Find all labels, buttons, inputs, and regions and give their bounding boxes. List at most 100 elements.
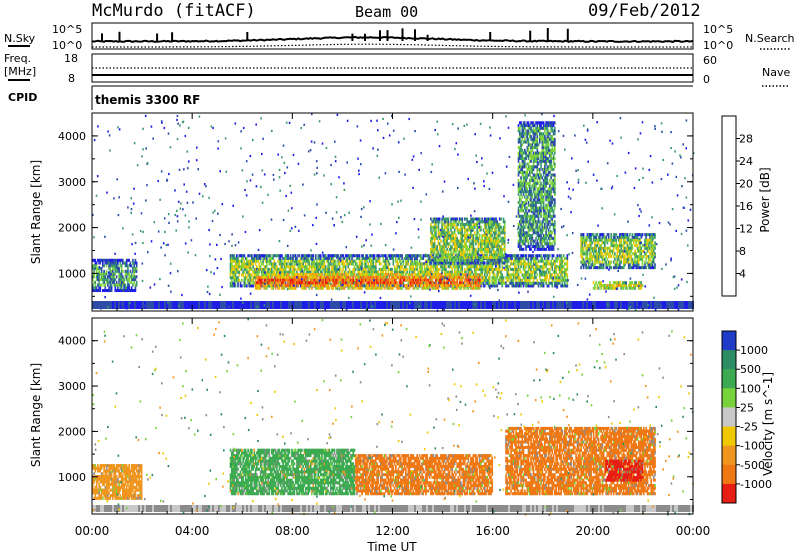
power-cell: [507, 270, 510, 274]
power-cell: [276, 270, 278, 274]
power-cell: [497, 239, 500, 243]
power-cell: [257, 278, 259, 282]
power-cell: [517, 284, 520, 288]
power-cell: [503, 234, 506, 238]
power-cell: [264, 284, 267, 288]
power-cell: [551, 254, 554, 258]
power-cell: [318, 259, 321, 263]
power-cell: [486, 236, 489, 240]
power-cell: [473, 225, 476, 229]
power-cell: [95, 286, 98, 290]
power-cell: [306, 259, 308, 263]
power-cell: [127, 267, 129, 271]
power-cell: [516, 301, 518, 309]
power-cell: [451, 231, 453, 235]
power-cell: [352, 259, 355, 263]
power-cell: [229, 284, 232, 288]
power-cell: [520, 245, 522, 249]
power-cell: [231, 270, 233, 274]
power-cell: [236, 267, 238, 271]
power-cell: [475, 265, 477, 269]
power-cell: [343, 278, 346, 282]
power-cell: [258, 278, 261, 282]
power-cell: [258, 262, 261, 266]
power-cell: [534, 256, 536, 260]
power-cell: [654, 301, 656, 309]
power-cell: [246, 276, 248, 280]
power-cell: [438, 231, 441, 235]
power-cell: [348, 256, 351, 260]
power-cell: [435, 231, 437, 235]
power-cell: [263, 281, 266, 285]
power-cell: [357, 276, 360, 280]
power-cell: [443, 286, 446, 290]
power-cell: [549, 254, 551, 258]
power-cell: [288, 301, 290, 309]
power-cell: [286, 273, 288, 277]
power-cell: [466, 267, 469, 271]
power-cell: [503, 247, 506, 251]
power-cell: [244, 301, 246, 309]
power-cell: [536, 301, 538, 309]
power-cell: [522, 256, 525, 260]
power-cell: [229, 273, 232, 277]
power-cell: [559, 259, 561, 263]
power-cell: [537, 267, 540, 271]
power-cell: [468, 270, 471, 274]
power-cell: [338, 275, 341, 279]
power-cell: [294, 259, 297, 263]
power-cell: [584, 301, 586, 309]
power-cell: [473, 273, 476, 277]
power-cell: [104, 258, 107, 262]
power-cell: [329, 256, 332, 260]
power-cell: [488, 273, 491, 277]
power-cell: [333, 267, 336, 271]
power-cell: [274, 286, 277, 290]
power-cell: [112, 261, 114, 265]
power-cell: [433, 228, 436, 232]
power-cell: [239, 265, 242, 269]
power-cell: [417, 270, 420, 274]
power-cell: [233, 278, 236, 282]
power-cell: [492, 250, 495, 254]
power-cell: [529, 284, 531, 288]
power-cell: [462, 245, 465, 249]
power-cell: [463, 259, 466, 263]
power-cell: [475, 234, 477, 238]
power-cell: [466, 276, 469, 280]
power-cell: [214, 301, 216, 309]
power-cell: [502, 281, 505, 285]
power-cell: [454, 301, 456, 309]
power-cell: [357, 273, 360, 277]
power-cell: [519, 239, 521, 243]
power-cell: [324, 276, 327, 280]
power-cell: [498, 245, 501, 249]
power-cell: [334, 262, 337, 266]
power-cell: [117, 261, 119, 265]
power-cell: [524, 225, 526, 229]
power-cell: [383, 281, 386, 285]
power-cell: [443, 284, 446, 288]
power-cell: [451, 234, 453, 238]
power-cell: [108, 289, 110, 293]
power-cell: [382, 254, 385, 258]
power-cell: [413, 259, 416, 263]
power-cell: [447, 220, 450, 224]
power-cell: [336, 267, 338, 271]
power-cell: [124, 283, 127, 287]
power-cell: [500, 278, 502, 282]
power-cell: [473, 278, 476, 282]
power-cell: [517, 179, 520, 183]
power-cell: [468, 239, 471, 243]
power-cell: [110, 264, 113, 268]
power-cell: [341, 281, 343, 285]
power-cell: [323, 278, 326, 282]
power-cell: [461, 278, 464, 282]
power-cell: [120, 283, 123, 287]
power-cell: [338, 267, 341, 271]
power-cell: [266, 265, 268, 269]
power-cell: [463, 245, 466, 249]
power-cell: [461, 256, 464, 260]
power-cell: [452, 236, 455, 240]
power-cell: [442, 258, 445, 262]
